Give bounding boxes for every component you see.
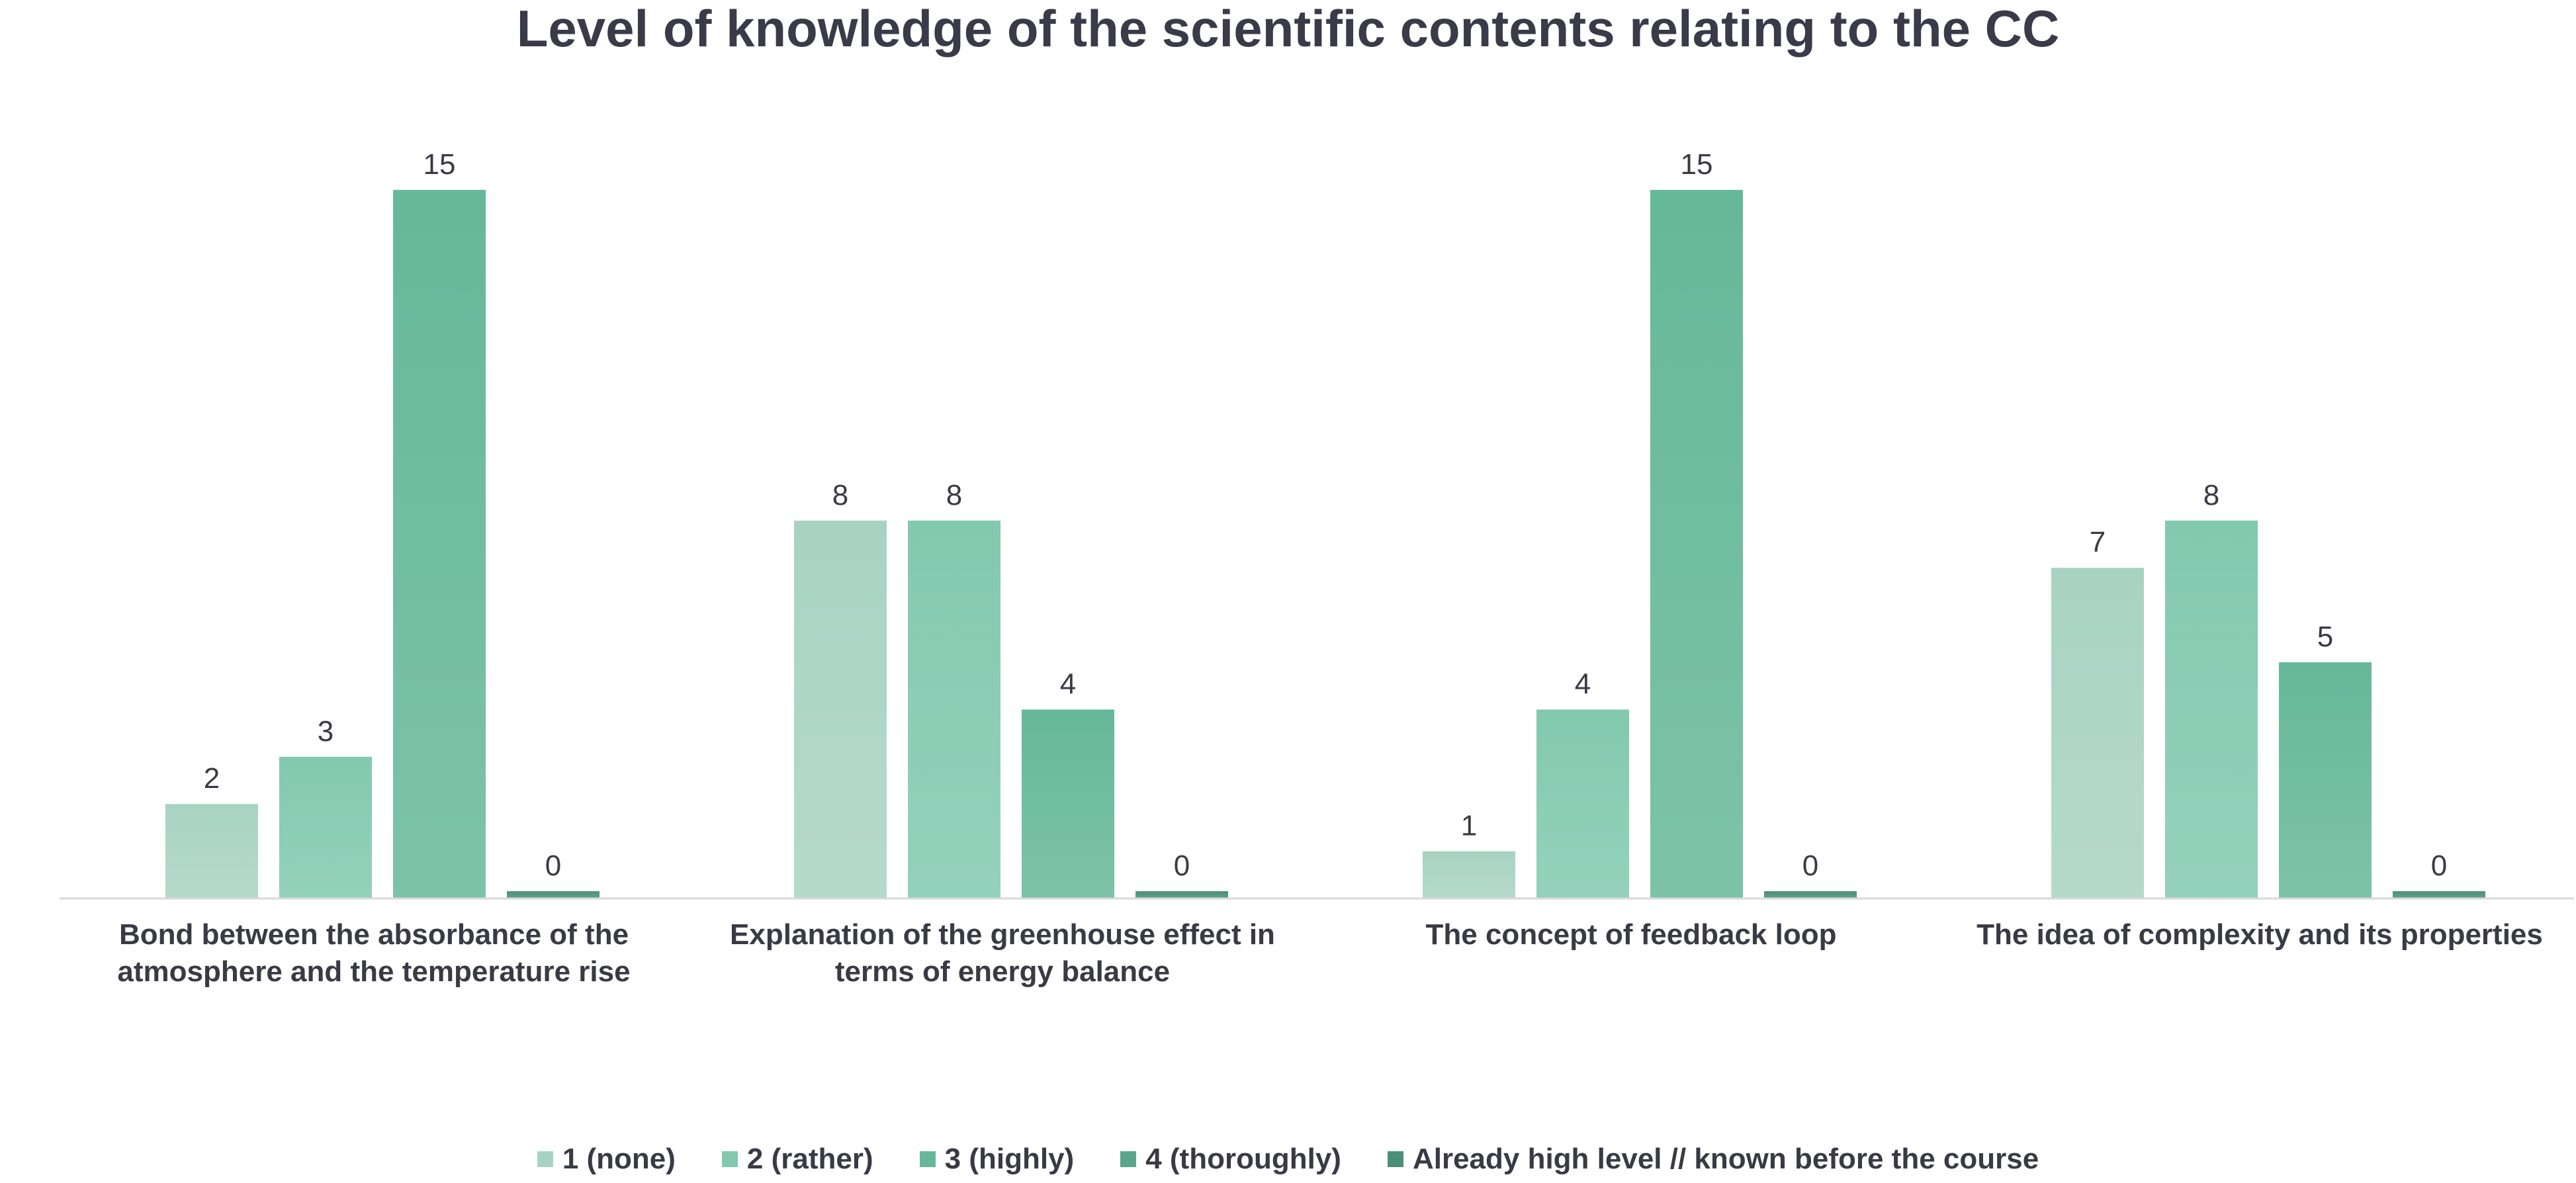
legend-item-5: Already high level // known before the c… xyxy=(1387,1143,2039,1176)
legend-swatch-3 xyxy=(919,1151,936,1167)
bar-2-5 xyxy=(1135,891,1228,898)
data-label-2-1: 8 xyxy=(832,479,848,511)
data-label-2-5: 0 xyxy=(1174,850,1190,882)
bar-4-5 xyxy=(2393,891,2485,898)
legend-label-4: 4 (thoroughly) xyxy=(1145,1143,1341,1175)
data-label-2-3: 4 xyxy=(1060,668,1076,700)
bar-1-3 xyxy=(393,190,486,898)
legend-item-4: 4 (thoroughly) xyxy=(1120,1143,1341,1176)
bar-1-1 xyxy=(165,804,258,898)
data-label-3-5: 0 xyxy=(1802,850,1818,882)
data-label-1-3: 15 xyxy=(423,148,456,181)
bars-layer xyxy=(165,190,2485,898)
data-labels-layer: 2 3 15 0 8 8 4 0 1 4 15 0 7 8 5 0 xyxy=(204,148,2447,882)
bar-3-3 xyxy=(1650,190,1743,898)
legend-swatch-1 xyxy=(537,1151,553,1167)
data-label-4-1: 7 xyxy=(2090,526,2106,558)
bar-1-5 xyxy=(507,891,600,898)
bar-3-5 xyxy=(1764,891,1857,898)
legend-label-5: Already high level // known before the c… xyxy=(1412,1143,2039,1175)
bar-4-2 xyxy=(2165,520,2258,898)
bar-2-1 xyxy=(794,520,887,898)
legend-item-3: 3 (highly) xyxy=(919,1143,1075,1176)
bar-2-2 xyxy=(908,520,1000,898)
category-label-1: Bond between the absorbance of the atmos… xyxy=(117,918,631,988)
chart-title: Level of knowledge of the scientific con… xyxy=(516,0,2060,58)
bar-1-2 xyxy=(279,756,372,898)
data-label-3-3: 15 xyxy=(1681,148,1713,181)
bar-4-1 xyxy=(2051,568,2144,898)
data-label-4-5: 0 xyxy=(2431,850,2447,882)
legend-label-1: 1 (none) xyxy=(562,1143,676,1175)
data-label-1-1: 2 xyxy=(204,762,220,795)
data-label-3-1: 1 xyxy=(1461,810,1477,842)
data-label-1-2: 3 xyxy=(318,715,333,748)
data-label-1-5: 0 xyxy=(545,850,561,882)
legend-swatch-5 xyxy=(1387,1151,1403,1167)
category-label-4: The idea of complexity and its propertie… xyxy=(1976,918,2543,951)
bar-4-3 xyxy=(2279,662,2372,898)
legend-swatch-4 xyxy=(1120,1151,1137,1167)
legend-swatch-2 xyxy=(721,1151,738,1167)
category-label-2: Explanation of the greenhouse effect in … xyxy=(730,918,1275,988)
legend-item-2: 2 (rather) xyxy=(721,1143,873,1176)
bar-3-2 xyxy=(1536,709,1629,898)
legend: 1 (none) 2 (rather) 3 (highly) 4 (thoroughl… xyxy=(0,1135,2576,1183)
data-label-4-2: 8 xyxy=(2203,479,2219,511)
legend-item-1: 1 (none) xyxy=(537,1143,676,1176)
legend-label-3: 3 (highly) xyxy=(944,1143,1075,1175)
bar-3-1 xyxy=(1423,851,1515,898)
data-label-4-3: 5 xyxy=(2317,621,2333,653)
bar-2-3 xyxy=(1022,709,1114,898)
data-label-3-2: 4 xyxy=(1575,668,1591,700)
legend-label-2: 2 (rather) xyxy=(746,1143,873,1175)
data-label-2-2: 8 xyxy=(946,479,962,511)
category-label-3: The concept of feedback loop xyxy=(1425,918,1837,951)
